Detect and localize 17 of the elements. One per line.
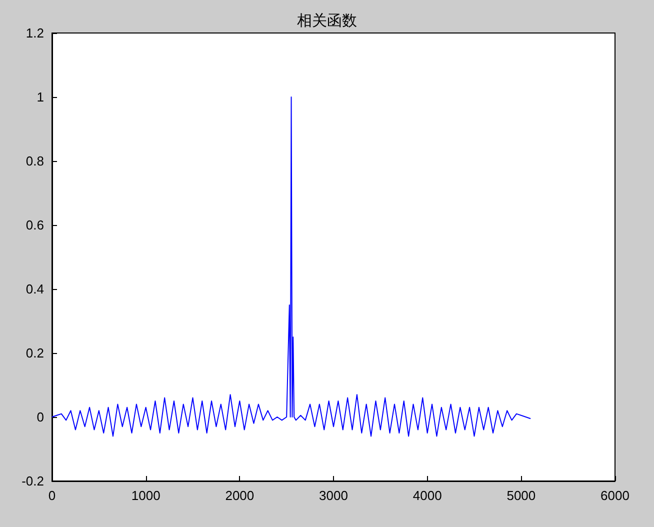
x-tick-label: 1000	[131, 488, 160, 503]
chart-title: 相关函数	[297, 12, 357, 30]
x-tick-label: 0	[48, 488, 56, 503]
y-tick-label: 0.8	[26, 154, 44, 168]
x-tick-label: 5000	[506, 488, 536, 503]
y-tick-label: 0.4	[26, 282, 44, 296]
y-tick-label: 1	[36, 90, 44, 104]
x-tick-label: 2000	[225, 488, 254, 503]
y-tick-label: 1.2	[26, 26, 44, 40]
line-series	[52, 96, 532, 437]
x-tick-label: 4000	[412, 488, 442, 503]
y-tick-label: 0.2	[26, 346, 44, 360]
x-tick-label: 6000	[600, 488, 630, 503]
y-tick-label: -0.2	[22, 474, 44, 488]
y-tick-label: 0.6	[26, 218, 44, 232]
x-tick-label: 3000	[319, 488, 348, 503]
y-tick-label: 0	[36, 410, 44, 424]
